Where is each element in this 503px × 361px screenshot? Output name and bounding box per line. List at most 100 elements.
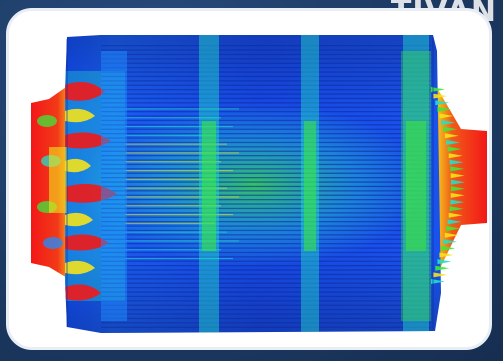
streak-highlight [125,231,227,233]
channel-stripe [101,177,431,179]
streak-highlight [125,134,215,136]
channel-stripe [101,216,431,218]
outlet-tooth [449,206,464,212]
outlet-tooth [444,133,459,139]
channel-band-core [304,121,316,251]
channel-stripe [101,141,431,144]
inlet-eddy [43,237,63,249]
flow-jet [65,158,91,173]
channel-stripe [101,243,431,245]
channel-stripe [101,80,431,82]
inlet-face [101,51,127,321]
image-card [6,8,492,350]
channel-stripe [101,124,431,126]
cfd-simulation-image [31,35,487,333]
channel-stripe [101,128,431,130]
outlet-tooth [448,212,463,218]
channel-stripe [101,45,431,47]
inlet-flow-jets [65,51,127,321]
streak-highlight [125,222,215,224]
channel-stripe [101,71,431,73]
channel-stripe [101,163,431,166]
channel-stripe [101,133,431,135]
outlet-tooth [450,166,465,172]
channel-stripe [101,89,431,91]
channel-stripe [101,234,431,236]
outlet-tooth [448,153,463,159]
flow-jet [65,260,95,275]
outlet-tooth [450,192,465,198]
streak-highlight [125,143,227,145]
streak-highlight [125,117,221,119]
channel-stripe [101,207,431,210]
streak-highlight [125,214,233,216]
streak-highlight [125,161,221,163]
channel-stripe [101,304,431,306]
channel-stripe [101,67,431,69]
channel-stripe [101,106,431,108]
channel-stripe [101,119,431,122]
streak-highlight [125,240,239,242]
outlet-tooth [446,140,461,145]
streak-highlight [125,108,239,110]
channel-stripe [101,53,431,56]
channel-stripe [101,150,431,152]
channel-stripe [101,251,431,254]
channel-stripe [101,260,431,262]
channel-band-core [202,121,216,251]
channel-stripe [101,93,431,95]
channel-stripe [101,194,431,196]
inlet-core [49,147,67,213]
channel-stripe [101,282,431,284]
channel-stripe [101,115,431,117]
inlet-jets-outer [37,115,67,249]
streak-highlight [125,249,221,251]
outlet-tooth [447,219,462,225]
channel-stripe [101,181,431,183]
flow-jet [65,234,109,251]
channel-stripe [101,300,431,302]
outlet-tooth [441,120,456,126]
channel-stripe [101,326,431,328]
outlet-tooth [450,199,465,205]
channel-stripe [101,58,431,60]
channel-stripe [101,168,431,170]
streak-highlight [125,196,239,198]
streak-highlight [125,178,215,180]
channel-stripe [101,49,431,51]
outlet-tooth [437,259,452,265]
outlet-tooth [441,245,456,251]
channel-stripe [101,62,431,64]
channel-stripe [101,203,431,205]
channel-stripe [101,190,431,192]
channel-band-core [406,121,426,251]
channel-bands [199,35,429,333]
channel-stripe [101,111,431,113]
channel-stripe [101,84,431,86]
outlet-tooth [447,146,462,152]
channel-stripe [101,75,431,78]
channel-stripe [101,212,431,214]
channel-stripe [101,102,431,104]
outlet-tooth [444,232,459,238]
channel-stripe [101,199,431,201]
channel-stripe [101,291,431,293]
streak-highlight [125,258,233,260]
streak-highlight [125,170,233,172]
outlet-cone-teeth [431,87,465,284]
channel-stripe [101,97,431,100]
outlet-tooth [449,159,464,165]
channel-stripe [101,247,431,249]
outlet-tooth [433,272,448,278]
channel-stripe [101,287,431,289]
outlet-tooth [433,93,448,99]
channel-stripe [101,317,431,320]
outlet-tooth [451,186,465,192]
outlet-tooth [443,239,458,245]
inlet-eddy [37,115,57,127]
outlet-tooth [435,100,450,106]
channel-stripe [101,229,431,232]
channel-stripe [101,155,431,157]
outlet-tooth [450,173,465,179]
channel-stripe [101,185,431,188]
